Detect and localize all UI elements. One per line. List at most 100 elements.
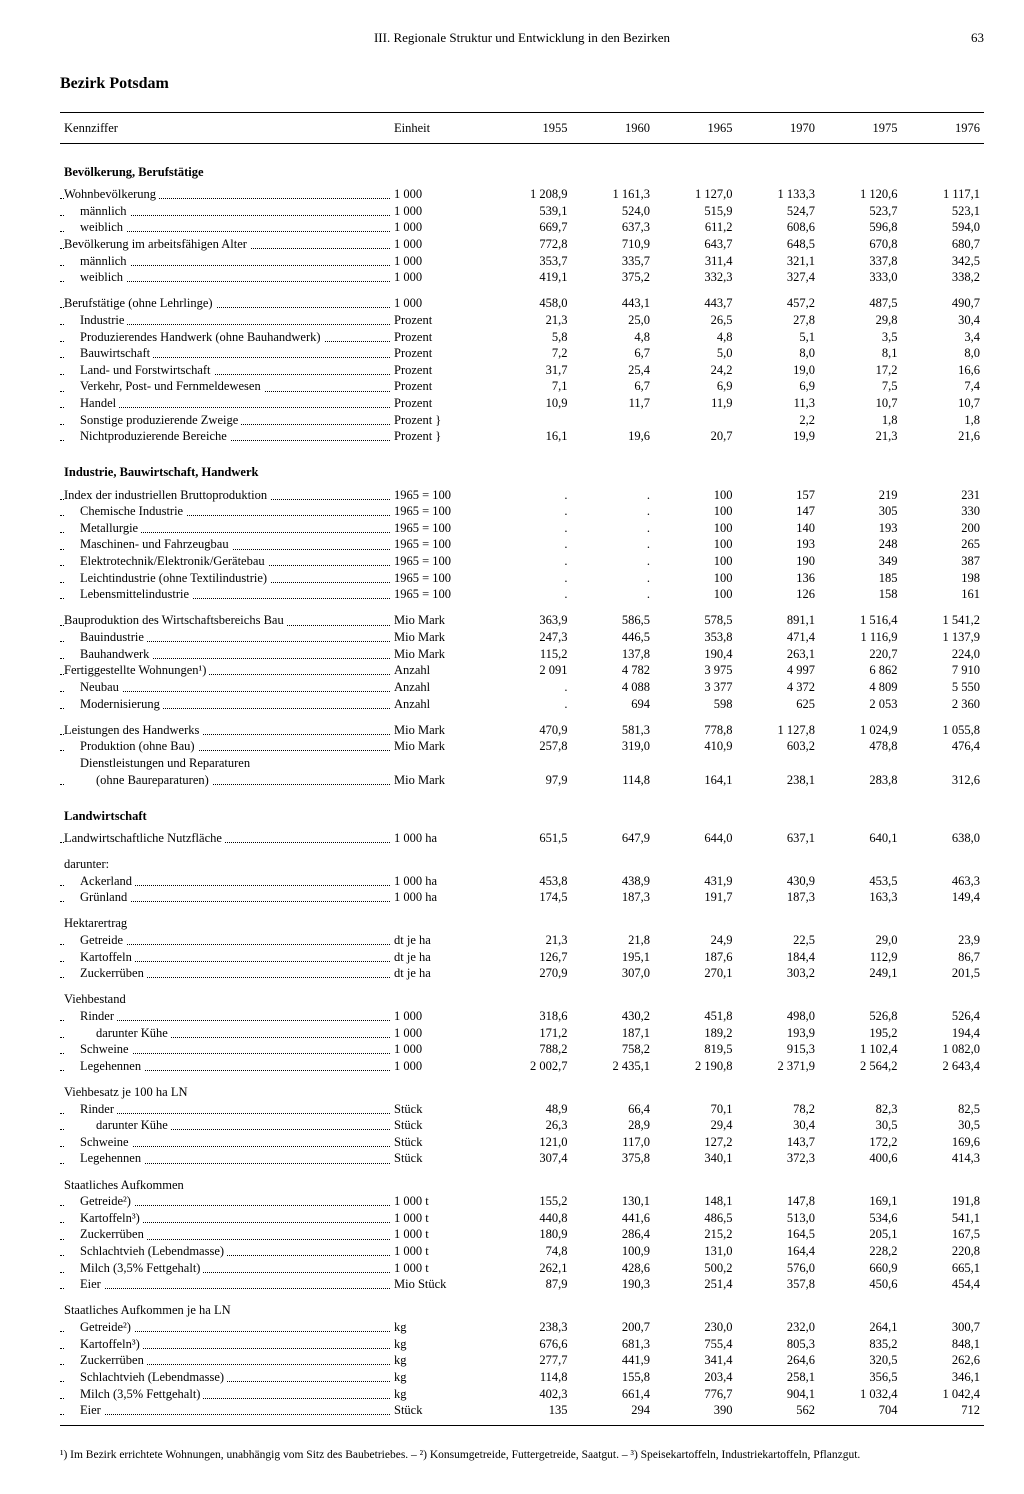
cell: 608,6 xyxy=(737,220,820,237)
cell: 195,2 xyxy=(819,1025,902,1042)
row-unit: Stück xyxy=(390,1101,489,1118)
cell: 24,2 xyxy=(654,362,737,379)
cell: 6 862 xyxy=(819,663,902,680)
table-row: darunter KüheStück26,328,929,430,430,530… xyxy=(60,1118,984,1135)
cell: . xyxy=(489,679,572,696)
col-year-3: 1970 xyxy=(737,115,820,143)
col-unit: Einheit xyxy=(390,115,489,143)
cell xyxy=(654,755,737,772)
cell xyxy=(572,847,655,873)
table-row: Getreide²)kg238,3200,7230,0232,0264,1300… xyxy=(60,1320,984,1337)
row-label: Legehennen xyxy=(60,1151,390,1168)
cell: 1,8 xyxy=(902,412,985,429)
cell: 1 137,9 xyxy=(902,630,985,647)
section-header: Industrie, Bauwirtschaft, Handwerk xyxy=(60,445,984,487)
cell: 66,4 xyxy=(572,1101,655,1118)
cell: 220,8 xyxy=(902,1244,985,1261)
cell: 100,9 xyxy=(572,1244,655,1261)
table-row: Produktion (ohne Bau)Mio Mark257,8319,04… xyxy=(60,739,984,756)
row-label: Maschinen- und Fahrzeugbau xyxy=(60,537,390,554)
table-row: Berufstätige (ohne Lehrlinge)1 000458,04… xyxy=(60,286,984,312)
cell: 147,8 xyxy=(737,1194,820,1211)
cell: 30,5 xyxy=(902,1118,985,1135)
row-unit: dt je ha xyxy=(390,966,489,983)
cell: 638,0 xyxy=(902,830,985,847)
row-label: Getreide²) xyxy=(60,1320,390,1337)
row-unit: 1 000 xyxy=(390,220,489,237)
cell: 375,8 xyxy=(572,1151,655,1168)
row-label: Grünland xyxy=(60,890,390,907)
cell: 363,9 xyxy=(489,603,572,629)
row-label: weiblich xyxy=(60,220,390,237)
row-label: männlich xyxy=(60,203,390,220)
cell: 164,4 xyxy=(737,1244,820,1261)
row-label: Staatliches Aufkommen xyxy=(60,1168,390,1194)
cell: . xyxy=(489,520,572,537)
cell: 341,4 xyxy=(654,1353,737,1370)
row-unit: Mio Mark xyxy=(390,646,489,663)
row-label: Zuckerrüben xyxy=(60,1227,390,1244)
cell: 644,0 xyxy=(654,830,737,847)
cell: 342,5 xyxy=(902,253,985,270)
table-row: Milch (3,5% Fettgehalt)kg402,3661,4776,7… xyxy=(60,1386,984,1403)
cell: 184,4 xyxy=(737,949,820,966)
cell: 356,5 xyxy=(819,1369,902,1386)
cell: 487,5 xyxy=(819,286,902,312)
cell: 2 643,4 xyxy=(902,1058,985,1075)
cell: . xyxy=(572,537,655,554)
table-row: Kartoffeln³)1 000 t440,8441,6486,5513,05… xyxy=(60,1210,984,1227)
cell: 238,1 xyxy=(737,772,820,789)
cell: 248 xyxy=(819,537,902,554)
cell: 11,9 xyxy=(654,396,737,413)
cell: 346,1 xyxy=(902,1369,985,1386)
cell: 187,3 xyxy=(737,890,820,907)
cell xyxy=(819,847,902,873)
cell: 410,9 xyxy=(654,739,737,756)
row-label: Eier xyxy=(60,1277,390,1294)
cell: 471,4 xyxy=(737,630,820,647)
row-label: Leistungen des Handwerks xyxy=(60,713,390,739)
cell: 305 xyxy=(819,504,902,521)
col-year-1: 1960 xyxy=(572,115,655,143)
cell: 669,7 xyxy=(489,220,572,237)
row-unit: Mio Mark xyxy=(390,739,489,756)
cell: 513,0 xyxy=(737,1210,820,1227)
cell: 277,7 xyxy=(489,1353,572,1370)
cell: 1 042,4 xyxy=(902,1386,985,1403)
table-row: Viehbestand xyxy=(60,982,984,1008)
row-unit: Anzahl xyxy=(390,696,489,713)
cell: 23,9 xyxy=(902,932,985,949)
cell: 478,8 xyxy=(819,739,902,756)
cell: 29,0 xyxy=(819,932,902,949)
cell: 264,1 xyxy=(819,1320,902,1337)
cell: 10,7 xyxy=(819,396,902,413)
cell xyxy=(654,982,737,1008)
table-row: Leichtindustrie (ohne Textilindustrie)19… xyxy=(60,570,984,587)
cell xyxy=(737,1293,820,1319)
cell: 270,1 xyxy=(654,966,737,983)
table-row: BauindustrieMio Mark247,3446,5353,8471,4… xyxy=(60,630,984,647)
table-row: männlich1 000353,7335,7311,4321,1337,834… xyxy=(60,253,984,270)
cell: 187,3 xyxy=(572,890,655,907)
cell xyxy=(902,906,985,932)
row-label: Produktion (ohne Bau) xyxy=(60,739,390,756)
section-header: Bevölkerung, Berufstätige xyxy=(60,145,984,187)
row-unit: 1 000 ha xyxy=(390,873,489,890)
cell: 581,3 xyxy=(572,713,655,739)
cell: 4,8 xyxy=(572,329,655,346)
table-row: Zuckerrüben1 000 t180,9286,4215,2164,520… xyxy=(60,1227,984,1244)
cell: 526,8 xyxy=(819,1008,902,1025)
cell: 338,2 xyxy=(902,270,985,287)
row-label: Bevölkerung im arbeitsfähigen Alter xyxy=(60,236,390,253)
row-label: Staatliches Aufkommen je ha LN xyxy=(60,1293,390,1319)
cell: 637,1 xyxy=(737,830,820,847)
cell: 451,8 xyxy=(654,1008,737,1025)
cell: 375,2 xyxy=(572,270,655,287)
cell xyxy=(654,847,737,873)
table-row: Staatliches Aufkommen je ha LN xyxy=(60,1293,984,1319)
cell xyxy=(654,1293,737,1319)
cell: 458,0 xyxy=(489,286,572,312)
cell: 307,4 xyxy=(489,1151,572,1168)
row-unit: Prozent xyxy=(390,362,489,379)
table-row: Grünland1 000 ha174,5187,3191,7187,3163,… xyxy=(60,890,984,907)
